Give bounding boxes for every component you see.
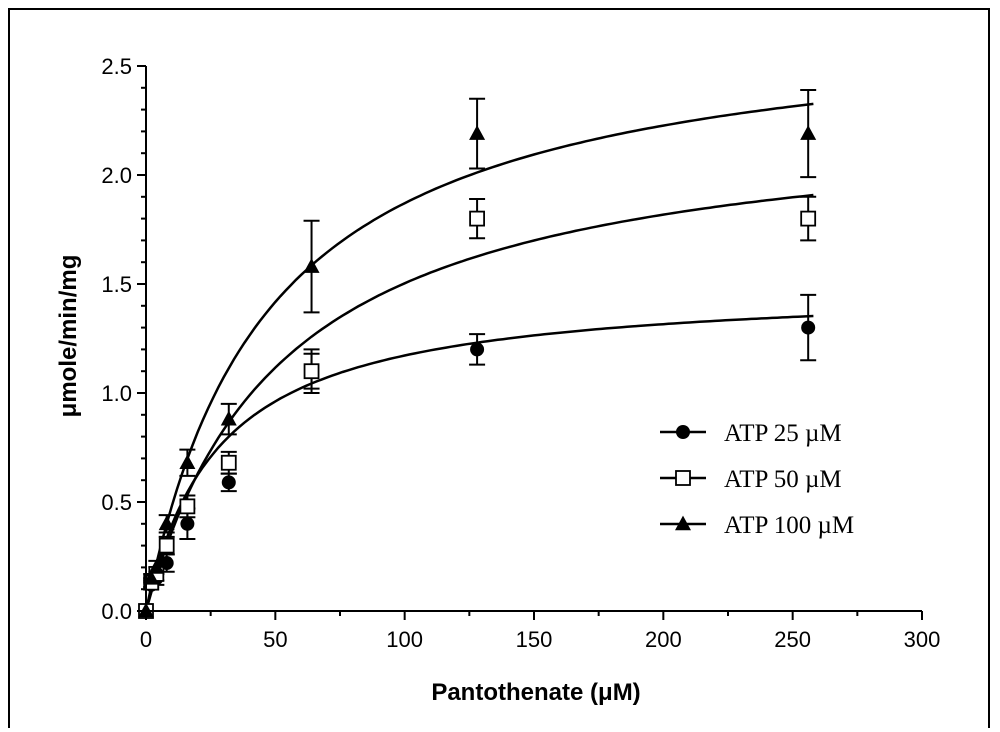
data-point [180, 516, 195, 531]
data-point [303, 363, 320, 380]
y-axis-title: μmole/min/mg [55, 255, 82, 418]
x-tick-label: 150 [516, 627, 553, 652]
x-tick-label: 100 [386, 627, 423, 652]
data-point [220, 454, 237, 471]
data-point [801, 320, 816, 335]
x-tick-label: 250 [774, 627, 811, 652]
fit-curve [144, 102, 814, 612]
x-axis-title: Pantothenate (μM) [431, 679, 640, 706]
x-tick-label: 200 [645, 627, 682, 652]
y-tick-label: 0.0 [101, 599, 132, 624]
error-bars [143, 88, 817, 591]
data-point [148, 559, 165, 574]
data-point [221, 475, 236, 490]
x-tick-label: 300 [904, 627, 941, 652]
data-point [179, 454, 196, 470]
axes [137, 65, 923, 620]
figure-frame [8, 8, 990, 728]
legend-label: ATP 100 µM [724, 512, 854, 539]
data-point [469, 210, 485, 227]
y-tick-label: 2.0 [101, 163, 132, 188]
data-point [800, 210, 817, 227]
data-point [470, 342, 485, 357]
y-tick-label: 1.5 [101, 272, 132, 297]
y-tick-label: 0.5 [101, 490, 132, 515]
legend-label: ATP 50 µM [724, 466, 842, 493]
fit-curve [144, 314, 814, 612]
legend-label: ATP 25 µM [724, 420, 842, 447]
data-point [800, 125, 817, 140]
data-point [220, 410, 237, 426]
data-point [158, 537, 175, 554]
y-tick-label: 1.0 [101, 381, 132, 406]
data-point [158, 515, 175, 531]
x-tick-label: 50 [263, 627, 287, 652]
data-point [303, 258, 320, 273]
data-point [675, 470, 691, 486]
data-markers [138, 125, 817, 619]
data-point [675, 515, 691, 531]
data-point [469, 125, 486, 140]
x-tick-label: 0 [140, 627, 152, 652]
data-point [143, 569, 160, 585]
tick-labels: 0.0 0.5 1.0 1.5 2.0 2.5 0 50 100 150 200 250 300 [101, 54, 940, 652]
fit-curve [144, 193, 814, 612]
y-tick-label: 2.5 [101, 54, 132, 79]
fit-curves [144, 102, 814, 612]
legend: ATP 25 µM ATP 50 µM ATP 100 µM [660, 420, 854, 539]
data-point [179, 498, 196, 515]
data-point [676, 425, 690, 439]
